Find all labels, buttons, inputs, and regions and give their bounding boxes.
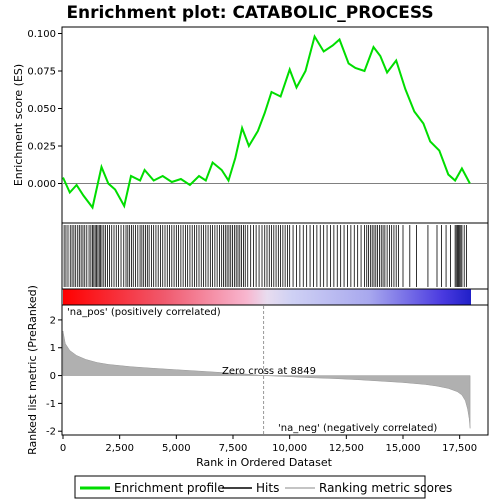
x-tick-label: 12,500 — [329, 443, 364, 454]
legend-hits-label: Hits — [256, 481, 279, 495]
enrichment-profile-line — [63, 37, 470, 208]
x-tick-label: 15,000 — [386, 443, 421, 454]
x-tick-label: 0 — [60, 443, 66, 454]
chart-title: Enrichment plot: CATABOLIC_PROCESS — [66, 3, 433, 23]
es-tick-label: 0.000 — [27, 179, 56, 190]
metric-axis-label: Ranked list metric (PreRanked) — [26, 285, 39, 455]
es-tick-label: 0.050 — [27, 104, 56, 115]
es-tick-label: 0.100 — [27, 29, 56, 40]
metric-tick-label: -1 — [46, 399, 56, 410]
ranking-metric-area — [63, 331, 470, 428]
x-axis-label: Rank in Ordered Dataset — [196, 456, 333, 469]
negative-correlation-label: 'na_neg' (negatively correlated) — [278, 423, 437, 434]
zero-cross-label: Zero cross at 8849 — [222, 366, 316, 377]
legend: Enrichment profile Hits Ranking metric s… — [75, 476, 452, 498]
x-tick-label: 7,500 — [219, 443, 248, 454]
es-tick-label: 0.025 — [27, 142, 56, 153]
es-tick-label: 0.075 — [27, 67, 56, 78]
metric-tick-label: -2 — [46, 427, 56, 438]
x-tick-label: 10,000 — [272, 443, 307, 454]
legend-enrichment-label: Enrichment profile — [114, 481, 225, 495]
x-tick-label: 17,500 — [442, 443, 477, 454]
metric-tick-label: 1 — [50, 343, 56, 354]
es-axis-label: Enrichment score (ES) — [12, 64, 25, 186]
metric-tick-label: 0 — [50, 371, 56, 382]
x-tick-label: 2,500 — [105, 443, 134, 454]
positive-correlation-label: 'na_pos' (positively correlated) — [67, 307, 221, 318]
ranking-heatmap-bar — [63, 289, 471, 305]
metric-tick-label: 2 — [50, 315, 56, 326]
x-tick-label: 5,000 — [162, 443, 191, 454]
legend-metric-label: Ranking metric scores — [319, 481, 452, 495]
